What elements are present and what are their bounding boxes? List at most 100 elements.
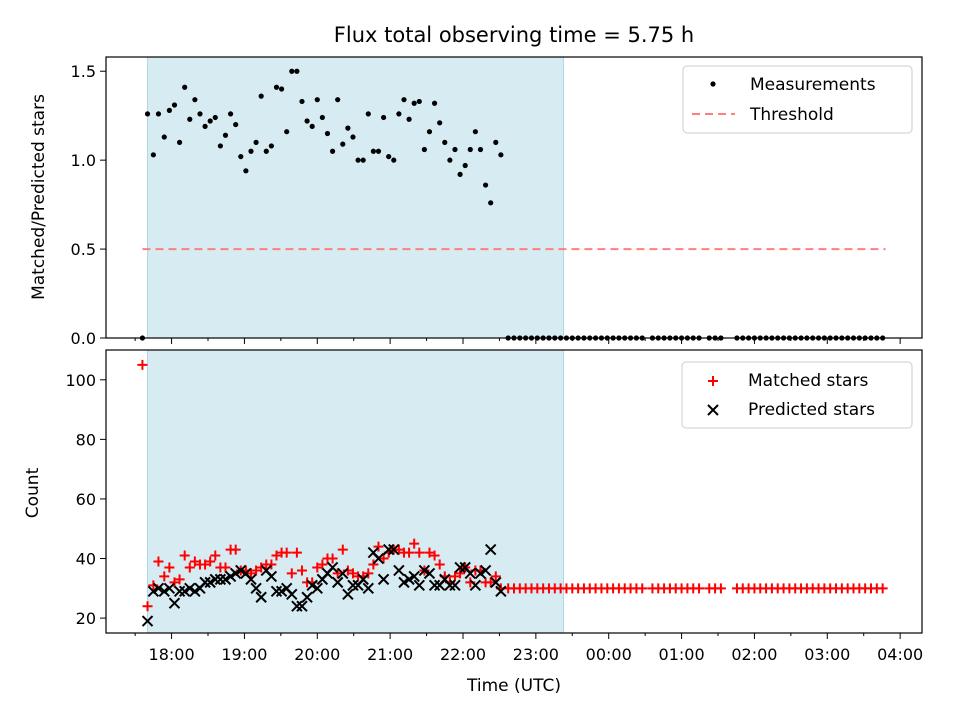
measurement-point	[222, 132, 229, 138]
measurement-point	[365, 111, 371, 117]
measurement-point	[467, 146, 473, 153]
predicted-star-point	[270, 585, 283, 598]
predicted-star-point	[331, 576, 344, 589]
measurement-point	[166, 107, 172, 113]
bottom-plot-frame	[105, 349, 923, 634]
measurement-point	[258, 93, 264, 99]
legend-label-matched: Matched stars	[748, 371, 868, 391]
predicted-star-point	[484, 543, 497, 556]
measurement-point	[355, 157, 361, 163]
matched-star-point	[378, 553, 389, 564]
x-tick-label: 03:00	[804, 645, 850, 664]
measurement-point	[488, 200, 494, 206]
matched-star-point	[312, 562, 323, 573]
measurement-point	[370, 148, 376, 154]
measurement-point	[238, 153, 244, 160]
predicted-star-point	[245, 573, 257, 586]
matched-star-point	[393, 544, 404, 555]
predicted-star-point	[301, 591, 313, 603]
matched-star-point	[327, 553, 338, 564]
measurement-point	[289, 68, 295, 74]
matched-star-point	[169, 577, 180, 588]
predicted-star-point	[479, 564, 492, 577]
legend-label-predicted: Predicted stars	[748, 400, 875, 420]
matched-star-point	[164, 562, 175, 573]
measurement-point	[319, 114, 325, 121]
measurement-point	[416, 98, 422, 105]
measurement-point	[314, 97, 320, 103]
measurement-point	[437, 120, 443, 126]
matched-star-point	[286, 568, 297, 579]
measurement-point	[207, 118, 213, 124]
observing-window-span	[147, 349, 565, 634]
measurement-point	[340, 141, 346, 147]
top-panel: 0.0 0.5 1.0 1.5 Measurements Threshold	[71, 56, 923, 348]
matched-star-point	[485, 577, 496, 588]
x-tick-label: 02:00	[731, 645, 777, 664]
predicted-star-point	[255, 591, 267, 603]
measurement-point	[294, 68, 300, 74]
measurement-point	[273, 84, 280, 90]
predicted-star-point	[163, 582, 176, 595]
measurement-point	[447, 157, 453, 163]
y-tick-label: 60	[76, 490, 96, 509]
legend-frame	[681, 361, 913, 429]
matched-star-point	[332, 568, 343, 579]
matched-star-point	[184, 562, 195, 573]
predicted-star-point	[296, 600, 308, 612]
measurement-point	[391, 157, 397, 163]
x-tick-label: 18:00	[149, 645, 195, 664]
measurement-point	[278, 86, 285, 92]
predicted-star-point	[454, 561, 466, 574]
matched-star-point	[251, 565, 262, 576]
measurement-point	[329, 148, 336, 154]
top-legend: Measurements Threshold	[682, 65, 913, 134]
x-tick-label: 21:00	[367, 645, 413, 664]
measurement-point	[144, 111, 151, 117]
predicted-star-point	[286, 588, 298, 600]
y-tick-label: 20	[76, 609, 96, 628]
measurement-point	[192, 97, 198, 103]
measurement-point	[345, 125, 351, 131]
predicted-star-point	[464, 567, 476, 580]
predicted-star-point	[388, 543, 400, 556]
measurement-point	[421, 146, 427, 153]
legend-label-threshold: Threshold	[749, 105, 834, 125]
predicted-star-point	[173, 585, 186, 598]
measurement-point	[217, 143, 223, 149]
predicted-star-point	[423, 567, 436, 580]
predicted-star-point	[495, 585, 507, 598]
predicted-star-point	[408, 570, 420, 583]
matched-star-point	[271, 550, 282, 561]
measurement-point	[299, 98, 305, 105]
measurement-point	[498, 152, 504, 158]
predicted-star-point	[311, 582, 323, 595]
predicted-star-point	[337, 567, 349, 580]
measurement-point	[442, 139, 448, 145]
measurement-point	[380, 114, 387, 121]
matched-star-point	[637, 583, 648, 594]
measurement-point	[335, 97, 341, 103]
predicted-star-point	[382, 543, 395, 556]
legend-marker-predicted	[707, 404, 719, 416]
measurement-point	[406, 116, 412, 122]
measurement-point	[155, 111, 162, 117]
predicted-star-point	[342, 588, 354, 600]
measurement-point	[309, 123, 315, 129]
measurement-point	[284, 129, 290, 135]
measurement-point	[401, 97, 407, 103]
legend-marker-measurements	[710, 81, 716, 87]
x-tick-label: 20:00	[294, 645, 340, 664]
measurement-point	[350, 134, 356, 140]
matched-star-point	[429, 550, 440, 561]
measurement-point	[324, 130, 331, 137]
matched-star-point	[877, 583, 888, 594]
top-y-axis-label: Matched/Predicted stars	[29, 94, 49, 300]
observing-window-span	[147, 56, 565, 339]
predicted-star-point	[209, 573, 221, 586]
predicted-star-point	[250, 582, 262, 595]
predicted-star-point	[199, 576, 211, 589]
matched-star-point	[281, 547, 292, 558]
matched-star-point	[368, 559, 379, 570]
